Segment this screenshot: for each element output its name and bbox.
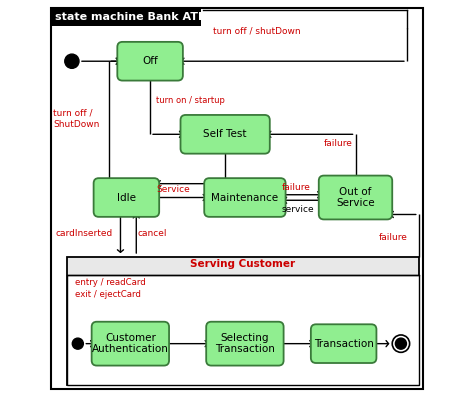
- FancyBboxPatch shape: [206, 322, 283, 366]
- Circle shape: [395, 338, 406, 349]
- FancyBboxPatch shape: [319, 176, 392, 220]
- Text: Transaction: Transaction: [314, 339, 374, 349]
- Circle shape: [65, 54, 79, 68]
- FancyBboxPatch shape: [118, 42, 183, 81]
- FancyBboxPatch shape: [91, 322, 169, 366]
- Text: Idle: Idle: [117, 192, 136, 203]
- FancyBboxPatch shape: [311, 324, 376, 363]
- Text: Service: Service: [156, 185, 190, 194]
- Text: cancel: cancel: [138, 229, 167, 237]
- Text: turn off / shutDown: turn off / shutDown: [213, 26, 301, 36]
- Text: Maintenance: Maintenance: [211, 192, 278, 203]
- FancyBboxPatch shape: [181, 115, 270, 154]
- Bar: [67, 257, 419, 385]
- Text: Customer
Authentication: Customer Authentication: [92, 333, 169, 354]
- Text: Self Test: Self Test: [203, 129, 247, 139]
- FancyBboxPatch shape: [94, 178, 159, 217]
- Bar: [51, 8, 201, 26]
- FancyBboxPatch shape: [204, 178, 285, 217]
- Circle shape: [72, 338, 83, 349]
- Text: failure: failure: [282, 182, 311, 192]
- Bar: [67, 275, 419, 385]
- Text: service: service: [282, 205, 315, 214]
- Text: Out of
Service: Out of Service: [336, 187, 375, 208]
- Text: Serving Customer: Serving Customer: [191, 259, 295, 269]
- Text: turn off /
ShutDown: turn off / ShutDown: [54, 109, 100, 128]
- Text: cardInserted: cardInserted: [55, 229, 112, 237]
- Text: failure: failure: [379, 233, 408, 241]
- Text: failure: failure: [324, 139, 353, 148]
- Text: turn on / startup: turn on / startup: [156, 96, 225, 105]
- Text: state machine Bank ATM: state machine Bank ATM: [55, 12, 209, 22]
- Text: entry / readCard
exit / ejectCard: entry / readCard exit / ejectCard: [75, 278, 146, 299]
- Text: Off: Off: [142, 56, 158, 66]
- Text: Selecting
Transaction: Selecting Transaction: [215, 333, 275, 354]
